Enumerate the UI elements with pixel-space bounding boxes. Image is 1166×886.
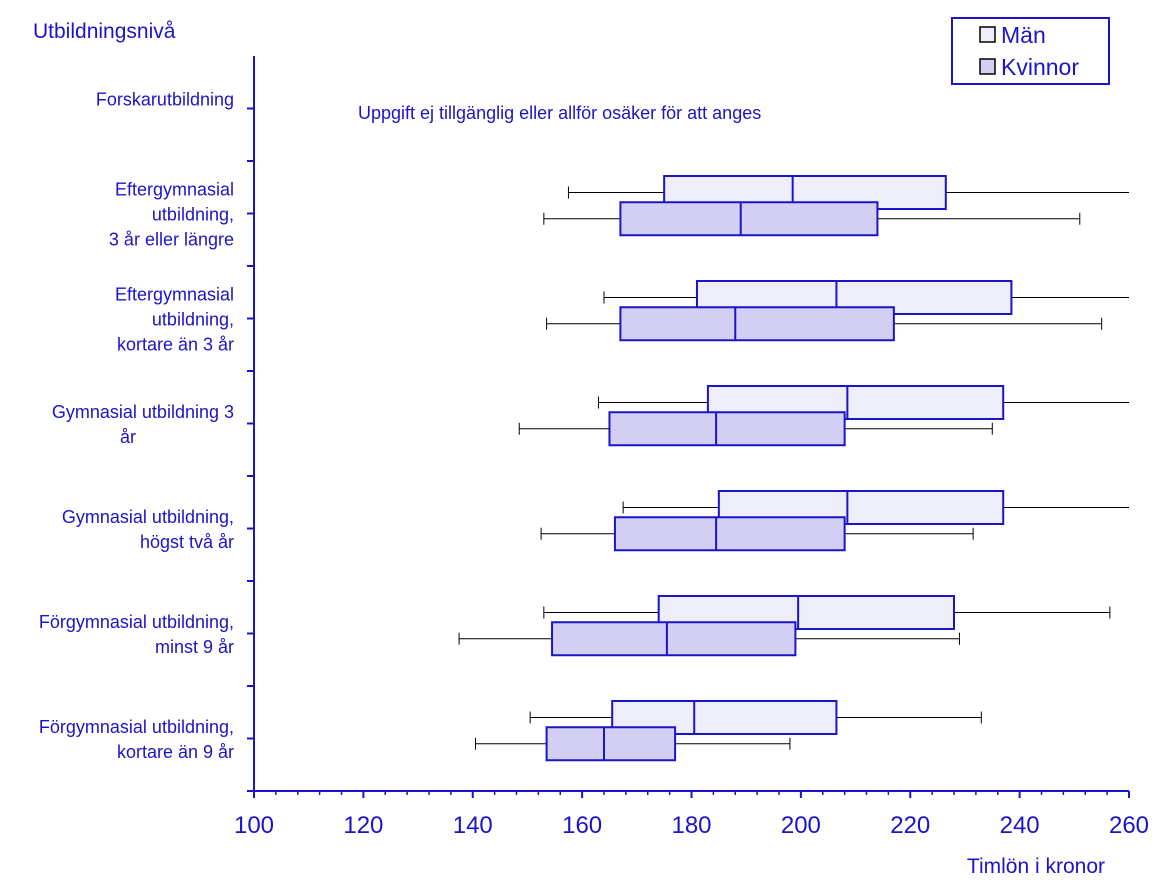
x-tick-label: 120 — [343, 812, 383, 839]
legend-frame — [951, 17, 1110, 85]
category-label: högst två år — [140, 532, 234, 552]
x-tick-label: 260 — [1109, 812, 1149, 839]
legend: Män Kvinnor — [951, 17, 1110, 85]
category-label: utbildning, — [152, 205, 234, 225]
x-axis-title-group: Timlön i kronor — [967, 855, 1105, 878]
y-axis-title-group: Utbildningsnivå — [33, 20, 176, 43]
x-axis-title: Timlön i kronor — [967, 855, 1105, 878]
legend-label-women: Kvinnor — [1001, 54, 1079, 80]
legend-swatch-men — [979, 26, 996, 43]
x-tick-label: 220 — [890, 812, 930, 839]
iqr-box — [619, 306, 895, 342]
x-tick-label: 200 — [781, 812, 821, 839]
category-label: minst 9 år — [155, 637, 234, 657]
iqr-box — [608, 411, 846, 447]
category-label: år — [120, 427, 136, 447]
women-box-2 — [546, 306, 1103, 342]
category-label: Gymnasial utbildning, — [62, 507, 234, 527]
x-tick-label: 160 — [562, 812, 602, 839]
note-group: Uppgift ej tillgänglig eller allför osäk… — [358, 103, 761, 123]
category-label: Eftergymnasial — [115, 285, 234, 305]
x-tick-label: 140 — [453, 812, 493, 839]
iqr-box — [551, 621, 797, 657]
iqr-box — [545, 726, 677, 762]
category-label: Eftergymnasial — [115, 180, 234, 200]
x-tick-label: 240 — [1000, 812, 1040, 839]
category-label: Förgymnasial utbildning, — [39, 717, 234, 737]
category-label: utbildning, — [152, 310, 234, 330]
legend-swatch-women — [979, 58, 996, 75]
women-box-6 — [474, 726, 791, 762]
women-box-5 — [458, 621, 960, 657]
x-tick-label: 180 — [671, 812, 711, 839]
women-box-1 — [543, 201, 1081, 237]
unavailable-note: Uppgift ej tillgänglig eller allför osäk… — [358, 103, 761, 123]
x-tick-label: 100 — [234, 812, 274, 839]
box-series — [458, 175, 1129, 762]
category-label: Forskarutbildning — [96, 90, 234, 110]
category-label: 3 år eller längre — [109, 230, 234, 250]
category-label: kortare än 3 år — [117, 335, 234, 355]
legend-label-men: Män — [1001, 22, 1046, 48]
category-label: kortare än 9 år — [117, 742, 234, 762]
iqr-box — [613, 516, 846, 552]
iqr-box — [619, 201, 879, 237]
y-axis-title: Utbildningsnivå — [33, 20, 176, 43]
axes: 100 120 140 160 180 200 220 240 260 — [234, 56, 1149, 839]
category-labels: Forskarutbildning Eftergymnasial utbildnin… — [39, 90, 234, 763]
category-label: Gymnasial utbildning 3 — [52, 402, 234, 422]
category-label: Förgymnasial utbildning, — [39, 612, 234, 632]
women-box-4 — [540, 516, 974, 552]
women-box-3 — [518, 411, 993, 447]
